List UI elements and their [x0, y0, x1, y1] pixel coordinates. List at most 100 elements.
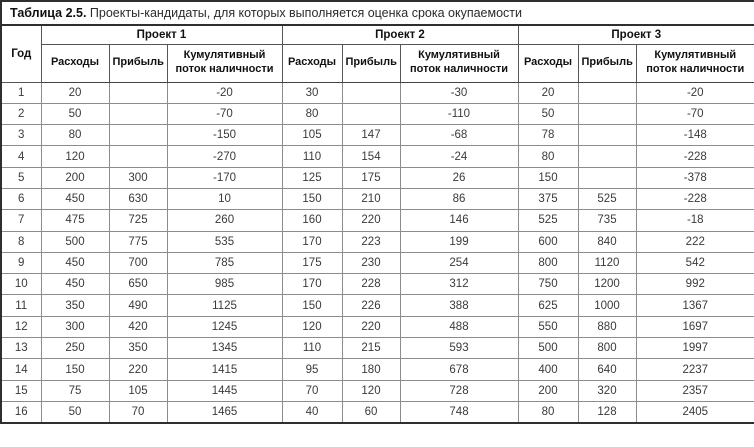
payback-evaluation-table: Таблица 2.5. Проекты-кандидаты, для кото… [0, 0, 754, 424]
data-cell: 625 [517, 294, 579, 317]
data-cell: 120 [281, 315, 343, 339]
column-header-profit-p1: Прибыль [108, 43, 168, 83]
table-row: 6 450 630 10 150 210 86 375 525 -228 [0, 187, 754, 211]
data-cell: 250 [40, 337, 110, 360]
data-cell: 542 [635, 251, 754, 275]
data-cell: -228 [635, 145, 754, 168]
data-cell: 1465 [166, 400, 283, 424]
data-cell: 20 [40, 81, 110, 104]
sub-header-row: Расходы Прибыль Кумулятивный поток налич… [1, 43, 754, 83]
data-cell: 312 [399, 273, 519, 296]
table-row: 2 50 -70 80 -110 50 -70 [0, 102, 754, 126]
table-row: 1 20 -20 30 -30 20 -20 [0, 81, 754, 104]
year-cell: 14 [0, 358, 42, 381]
table-row: 15 75 105 1445 70 120 728 200 320 2357 [0, 379, 754, 402]
column-group-project-2: Проект 2 [281, 24, 519, 45]
data-cell: -18 [635, 209, 754, 232]
data-cell [341, 102, 401, 126]
year-cell: 13 [0, 337, 42, 360]
data-cell [108, 81, 168, 104]
data-cell [577, 166, 637, 189]
year-cell: 16 [0, 400, 42, 424]
data-cell: 450 [40, 251, 110, 275]
data-cell: 75 [40, 379, 110, 402]
table-number-label: Таблица 2.5. [10, 6, 87, 20]
data-cell: 630 [108, 187, 168, 211]
data-cell: 785 [166, 251, 283, 275]
data-cell: 1697 [635, 315, 754, 339]
table-row: 3 80 -150 105 147 -68 78 -148 [0, 124, 754, 147]
data-cell: 170 [281, 230, 343, 253]
data-cell: 200 [40, 166, 110, 189]
data-cell: 26 [399, 166, 519, 189]
data-cell: -110 [399, 102, 519, 126]
year-cell: 15 [0, 379, 42, 402]
data-cell: 260 [166, 209, 283, 232]
data-cell: 535 [166, 230, 283, 253]
data-cell: 2405 [635, 400, 754, 424]
data-cell: 80 [40, 124, 110, 147]
data-cell: 70 [281, 379, 343, 402]
data-cell: 40 [281, 400, 343, 424]
group-header-row: Год Проект 1 Проект 2 Проект 3 [0, 24, 754, 83]
table-body: 1 20 -20 30 -30 20 -20 2 50 -70 80 -110 50 -70 3 80 -150… [0, 81, 754, 424]
data-cell: 450 [40, 273, 110, 296]
year-cell: 10 [0, 273, 42, 296]
data-cell: 220 [108, 358, 168, 381]
data-cell [577, 145, 637, 168]
data-cell: 210 [341, 187, 401, 211]
table-row: 7 475 725 260 160 220 146 525 735 -18 [0, 209, 754, 232]
column-header-expenses-p2: Расходы [281, 43, 343, 83]
data-cell: 105 [108, 379, 168, 402]
column-header-cumulative-p1: Кумулятивный поток наличности [166, 43, 283, 83]
year-cell: 9 [0, 251, 42, 275]
data-cell: 800 [517, 251, 579, 275]
table-row: 8 500 775 535 170 223 199 600 840 222 [0, 230, 754, 253]
table-row: 11 350 490 1125 150 226 388 625 1000 1367 [0, 294, 754, 317]
data-cell: 475 [40, 209, 110, 232]
data-cell: 215 [341, 337, 401, 360]
data-cell: 70 [108, 400, 168, 424]
data-cell: 2357 [635, 379, 754, 402]
data-cell [341, 81, 401, 104]
data-cell: 735 [577, 209, 637, 232]
data-cell: 300 [108, 166, 168, 189]
year-cell: 3 [0, 124, 42, 147]
data-cell: -148 [635, 124, 754, 147]
data-cell: 199 [399, 230, 519, 253]
data-cell: -30 [399, 81, 519, 104]
table-row: 5 200 300 -170 125 175 26 150 -378 [0, 166, 754, 189]
data-cell: 50 [517, 102, 579, 126]
column-header-cumulative-p2: Кумулятивный поток наличности [399, 43, 519, 83]
data-cell: 525 [577, 187, 637, 211]
data-cell: -150 [166, 124, 283, 147]
data-cell: 593 [399, 337, 519, 360]
data-cell: 154 [341, 145, 401, 168]
data-cell: 992 [635, 273, 754, 296]
column-header-profit-p3: Прибыль [577, 43, 637, 83]
table-row: 13 250 350 1345 110 215 593 500 800 1997 [0, 337, 754, 360]
year-cell: 12 [0, 315, 42, 339]
data-cell: -20 [166, 81, 283, 104]
data-cell: 985 [166, 273, 283, 296]
year-cell: 2 [0, 102, 42, 126]
data-cell: 350 [40, 294, 110, 317]
data-cell: 1345 [166, 337, 283, 360]
data-cell: 125 [281, 166, 343, 189]
data-cell: 220 [341, 315, 401, 339]
data-cell: 50 [40, 102, 110, 126]
table-row: 16 50 70 1465 40 60 748 80 128 2405 [0, 400, 754, 424]
data-cell: -68 [399, 124, 519, 147]
data-cell: 600 [517, 230, 579, 253]
data-cell: 175 [281, 251, 343, 275]
data-cell: 50 [40, 400, 110, 424]
data-cell: 230 [341, 251, 401, 275]
data-cell: -378 [635, 166, 754, 189]
data-cell: 420 [108, 315, 168, 339]
data-cell [108, 102, 168, 126]
data-cell [577, 102, 637, 126]
year-cell: 5 [0, 166, 42, 189]
data-cell: 1997 [635, 337, 754, 360]
data-cell: 175 [341, 166, 401, 189]
